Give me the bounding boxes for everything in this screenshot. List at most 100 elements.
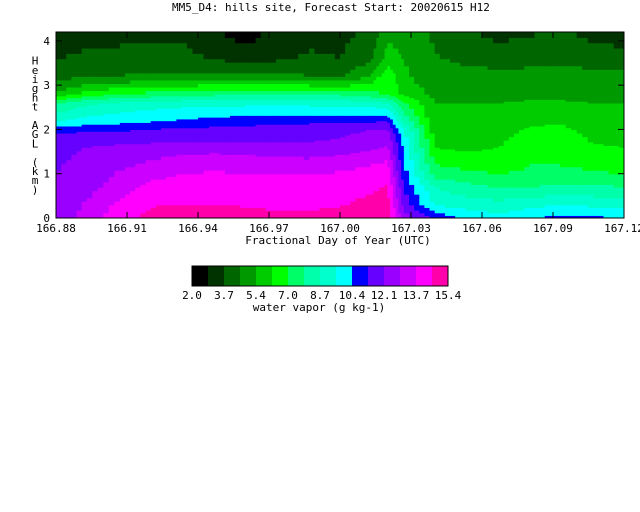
contour-cell bbox=[487, 152, 494, 155]
contour-cell bbox=[81, 176, 88, 180]
contour-cell bbox=[373, 176, 377, 180]
contour-cell bbox=[544, 134, 551, 138]
contour-cell bbox=[376, 138, 380, 141]
contour-cell bbox=[255, 201, 262, 206]
contour-cell bbox=[303, 210, 310, 214]
contour-cell bbox=[544, 143, 551, 146]
contour-cell bbox=[365, 111, 372, 115]
contour-cell bbox=[455, 118, 461, 122]
contour-cell bbox=[582, 201, 589, 206]
contour-cell bbox=[240, 127, 246, 131]
contour-cell bbox=[224, 124, 231, 127]
contour-cell bbox=[209, 187, 216, 192]
contour-cell bbox=[571, 122, 578, 125]
contour-cell bbox=[319, 147, 326, 150]
contour-cell bbox=[598, 173, 605, 177]
contour-cell bbox=[255, 184, 262, 188]
contour-cell bbox=[603, 156, 610, 161]
contour-cell bbox=[370, 154, 375, 157]
contour-cell bbox=[250, 141, 257, 145]
contour-cell bbox=[460, 125, 467, 129]
contour-cell bbox=[250, 118, 257, 122]
contour-cell bbox=[524, 190, 530, 195]
contour-cell bbox=[298, 181, 305, 185]
contour-cell bbox=[229, 215, 236, 218]
contour-cell bbox=[460, 194, 467, 199]
contour-cell bbox=[224, 159, 231, 164]
contour-cell bbox=[114, 143, 121, 146]
contour-cell bbox=[303, 148, 310, 152]
contour-cell bbox=[281, 145, 288, 148]
contour-cell bbox=[613, 154, 620, 157]
contour-cell bbox=[150, 173, 157, 177]
contour-cell bbox=[198, 212, 205, 216]
contour-cell bbox=[155, 166, 162, 171]
contour-cell bbox=[76, 132, 83, 136]
contour-cell bbox=[209, 127, 216, 131]
contour-cell bbox=[571, 197, 578, 202]
contour-cell bbox=[465, 166, 472, 171]
contour-cell bbox=[235, 179, 241, 183]
contour-cell bbox=[482, 152, 489, 155]
contour-cell bbox=[97, 173, 104, 177]
contour-cell bbox=[493, 194, 500, 199]
contour-cell bbox=[571, 207, 578, 211]
contour-cell bbox=[384, 129, 388, 132]
contour-cell bbox=[508, 129, 515, 132]
contour-cell bbox=[292, 150, 299, 154]
contour-cell bbox=[97, 138, 104, 141]
contour-cell bbox=[214, 148, 221, 152]
contour-cell bbox=[186, 147, 194, 150]
contour-cell bbox=[97, 212, 104, 216]
contour-cell bbox=[160, 163, 167, 168]
contour-cell bbox=[281, 173, 288, 177]
contour-cell bbox=[192, 204, 199, 208]
contour-cell bbox=[519, 141, 525, 145]
contour-cell bbox=[493, 143, 500, 146]
contour-cell bbox=[498, 150, 505, 154]
contour-cell bbox=[503, 170, 510, 175]
contour-cell bbox=[270, 141, 277, 145]
contour-cell bbox=[298, 210, 305, 214]
contour-cell bbox=[560, 184, 567, 188]
contour-cell bbox=[409, 136, 415, 139]
contour-cell bbox=[334, 120, 341, 123]
contour-cell bbox=[145, 120, 152, 123]
contour-cell bbox=[539, 125, 546, 129]
contour-cell bbox=[130, 125, 136, 129]
contour-cell bbox=[81, 163, 88, 168]
contour-cell bbox=[565, 148, 572, 152]
contour-cell bbox=[598, 215, 605, 218]
contour-cell bbox=[608, 187, 615, 192]
contour-cell bbox=[214, 187, 221, 192]
contour-cell bbox=[560, 125, 567, 129]
contour-cell bbox=[255, 125, 262, 129]
contour-cell bbox=[130, 179, 136, 183]
contour-cell bbox=[613, 145, 620, 148]
contour-cell bbox=[613, 148, 620, 152]
contour-cell bbox=[508, 143, 515, 146]
contour-cell bbox=[229, 125, 236, 129]
contour-cell bbox=[365, 194, 372, 199]
contour-cell bbox=[587, 179, 594, 183]
contour-cell bbox=[414, 181, 420, 185]
contour-cell bbox=[345, 159, 351, 164]
contour-cell bbox=[103, 118, 110, 122]
contour-cell bbox=[618, 125, 624, 129]
contour-cell bbox=[135, 140, 142, 143]
contour-cell bbox=[460, 118, 467, 122]
contour-cell bbox=[250, 197, 257, 202]
contour-cell bbox=[66, 163, 72, 168]
contour-cell bbox=[587, 201, 594, 206]
contour-cell bbox=[398, 131, 402, 134]
contour-cell bbox=[181, 187, 188, 192]
contour-cell bbox=[160, 117, 167, 120]
contour-cell bbox=[476, 118, 483, 122]
contour-cell bbox=[76, 120, 83, 123]
contour-cell bbox=[571, 163, 578, 168]
contour-cell bbox=[618, 170, 624, 175]
contour-cell bbox=[398, 145, 402, 148]
contour-cell bbox=[281, 184, 288, 188]
contour-cell bbox=[401, 122, 405, 125]
contour-cell bbox=[493, 204, 500, 208]
